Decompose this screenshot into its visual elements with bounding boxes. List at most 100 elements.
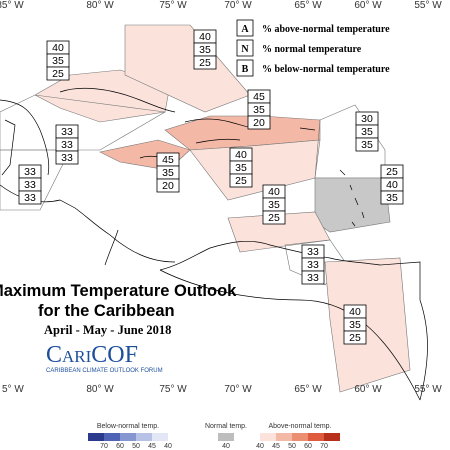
colorbar-tick: 40 (222, 443, 230, 450)
period: April - May - June 2018 (44, 323, 171, 337)
longitude-label: 70° W (224, 384, 252, 395)
colorbar-tick: 45 (272, 443, 280, 450)
longitude-label: 55° W (414, 0, 442, 11)
colorbar-swatch (324, 433, 340, 441)
longitude-label: 80° W (86, 384, 114, 395)
colorbar-tick: 50 (288, 443, 296, 450)
colorbar-tick: 40 (164, 443, 172, 450)
probability-value: 33 (307, 272, 319, 284)
colorbar-swatch (152, 433, 168, 441)
probability-value: 33 (61, 126, 73, 138)
longitude-label: 5° W (2, 384, 24, 395)
probability-value: 35 (253, 104, 265, 116)
colorbar-swatch (120, 433, 136, 441)
probability-value: 25 (52, 68, 64, 80)
region-shape (314, 177, 391, 233)
longitude-label: 55° W (414, 384, 442, 395)
probability-boxes: 4035254035254535203333333333334535204035… (18, 29, 404, 345)
probability-value: 35 (361, 126, 373, 138)
probability-value: 35 (162, 167, 174, 179)
probability-value: 35 (52, 55, 64, 67)
legend-key-box (236, 39, 254, 57)
coastline (339, 169, 365, 227)
probability-value: 33 (61, 139, 73, 151)
legend: A % above-normal temperature N % normal tem… (236, 19, 390, 77)
probability-value: 40 (349, 306, 361, 318)
probability-value: 25 (199, 57, 211, 69)
colorbar-swatch (292, 433, 308, 441)
legend-key: N (241, 44, 249, 55)
probability-cell (229, 173, 253, 188)
colorbar-tick: 50 (132, 443, 140, 450)
longitude-label: 80° W (86, 0, 114, 11)
colorbar-swatch (276, 433, 292, 441)
probability-cell (343, 330, 367, 345)
longitude-label: 75° W (159, 384, 187, 395)
probability-cell (301, 270, 325, 285)
longitude-label: 70° W (224, 0, 252, 11)
region-shape (0, 94, 166, 151)
probability-cell (355, 137, 379, 152)
probability-value: 35 (386, 192, 398, 204)
logo-tagline: CARIBBEAN CLIMATE OUTLOOK FORUM (46, 368, 163, 374)
region-shape (34, 69, 171, 123)
colorbar-label: Below-normal temp. (97, 423, 159, 430)
probability-value: 33 (24, 192, 36, 204)
region-shape (324, 257, 411, 393)
probability-value: 35 (199, 44, 211, 56)
probability-value: 25 (235, 175, 247, 187)
probability-value: 45 (253, 91, 265, 103)
colorbar: Below-normal temp. 70 60 50 45 40 Normal temp.… (88, 423, 340, 450)
colorbar-label: Normal temp. (205, 423, 247, 430)
region-shape (314, 104, 386, 179)
legend-key-box (236, 19, 254, 37)
longitude-labels-bottom: 5° W 80° W 75° W 70° W 65° W 60° W 55° W (2, 384, 442, 395)
probability-cell (193, 55, 217, 70)
probability-value: 33 (24, 166, 36, 178)
legend-key-box (236, 59, 254, 77)
longitude-labels-top: 85° W 80° W 75° W 70° W 65° W 60° W 55° W (0, 0, 442, 11)
legend-key: B (242, 64, 249, 75)
probability-value: 20 (162, 180, 174, 192)
probability-value: 33 (61, 152, 73, 164)
title-line: Maximum Temperature Outlook (0, 282, 237, 300)
probability-value: 33 (24, 179, 36, 191)
longitude-label: 60° W (354, 0, 382, 11)
probability-cell (156, 178, 180, 193)
colorbar-swatch (218, 433, 234, 441)
longitude-label: 60° W (354, 384, 382, 395)
probability-value: 45 (162, 154, 174, 166)
title-line: for the Caribbean (38, 302, 175, 320)
probability-value: 35 (361, 139, 373, 151)
region-shape (124, 24, 251, 113)
colorbar-tick: 45 (148, 443, 156, 450)
colorbar-swatch (308, 433, 324, 441)
colorbar-label: Above-normal temp. (268, 423, 331, 430)
probability-value: 35 (235, 162, 247, 174)
probability-value: 25 (268, 212, 280, 224)
legend-key: A (241, 24, 249, 35)
legend-label: % above-normal temperature (262, 24, 390, 35)
logo-name: CariCOF (46, 342, 138, 368)
legend-label: % normal temperature (262, 44, 362, 55)
longitude-label: 65° W (294, 384, 322, 395)
probability-value: 25 (386, 166, 398, 178)
longitude-label: 65° W (294, 0, 322, 11)
region-shape (189, 139, 321, 201)
probability-cell (55, 150, 79, 165)
longitude-label: 75° W (159, 0, 187, 11)
colorbar-tick: 60 (304, 443, 312, 450)
probability-cell (262, 210, 286, 225)
probability-value: 40 (268, 186, 280, 198)
